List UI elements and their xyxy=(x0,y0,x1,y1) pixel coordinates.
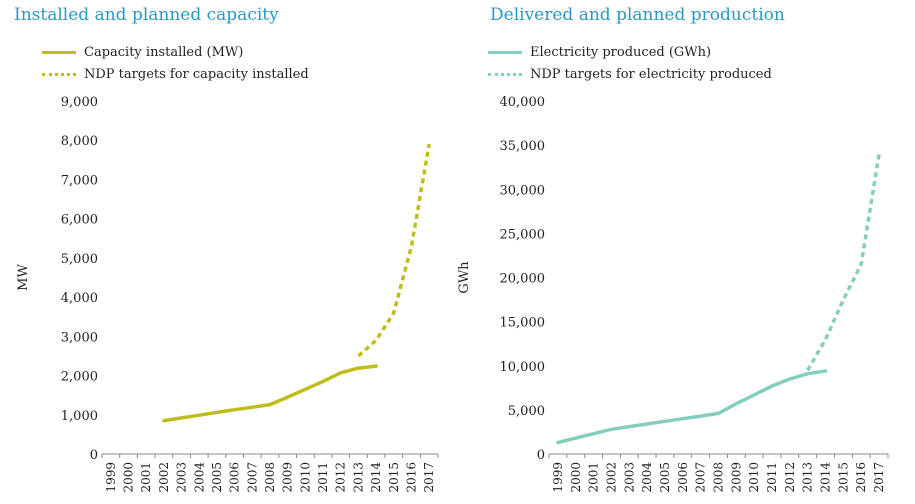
chart-title: Installed and planned capacity xyxy=(14,5,279,25)
line-chart-production: 0 5,000 10,000 15,000 20,000 25,000 30,000 35,0… xyxy=(457,95,889,493)
x-tick-label: 2004 xyxy=(192,462,206,493)
y-tick-label: 4,000 xyxy=(61,291,98,306)
legend-label: NDP targets for capacity installed xyxy=(84,66,309,82)
series-line-target xyxy=(357,143,431,358)
y-tick-label: 8,000 xyxy=(61,134,98,149)
x-tick-label: 2010 xyxy=(747,462,761,493)
x-tick-label: 1999 xyxy=(551,462,565,493)
legend-swatch-dashed xyxy=(488,72,522,76)
x-tick-label: 2001 xyxy=(587,462,601,493)
x-tick-label: 2009 xyxy=(281,462,295,493)
legend-item-capacity-targets: NDP targets for capacity installed xyxy=(42,65,309,83)
legend-swatch-dashed xyxy=(42,72,76,76)
chart-title: Delivered and planned production xyxy=(490,5,785,25)
y-tick-label: 10,000 xyxy=(500,360,546,375)
x-tick-label: 2006 xyxy=(676,462,690,493)
x-tick-label: 2002 xyxy=(604,462,618,493)
x-tick-label: 2000 xyxy=(122,462,136,493)
x-tick-label: 2013 xyxy=(351,462,365,493)
x-tick-label: 2000 xyxy=(569,462,583,493)
line-chart-capacity: 0 1,000 2,000 3,000 4,000 5,000 6,000 7,000 8,00… xyxy=(16,95,439,493)
x-tick-label: 2003 xyxy=(622,462,636,493)
x-tick-label: 1999 xyxy=(104,462,118,493)
x-tick-label: 2007 xyxy=(245,462,259,493)
y-tick-label: 35,000 xyxy=(500,139,546,154)
x-tick-label: 2012 xyxy=(783,462,797,493)
chart-panel-production: Delivered and planned production Electri… xyxy=(455,0,915,504)
y-tick-label: 1,000 xyxy=(61,409,98,424)
legend-label: Electricity produced (GWh) xyxy=(530,44,712,60)
x-tick-label: 2010 xyxy=(298,462,312,493)
x-tick-label: 2011 xyxy=(765,462,779,493)
y-axis-label: MW xyxy=(16,264,31,291)
legend-swatch-solid xyxy=(42,50,76,54)
x-tick-label: 2001 xyxy=(139,462,153,493)
y-tick-label: 9,000 xyxy=(61,95,98,110)
x-tick-label: 2007 xyxy=(694,462,708,493)
x-tick-label: 2014 xyxy=(369,462,383,493)
x-tick-label: 2012 xyxy=(334,462,348,493)
x-tick-label: 2016 xyxy=(404,462,418,493)
legend-swatch-solid xyxy=(488,50,522,54)
x-tick-label: 2004 xyxy=(640,462,654,493)
y-tick-label: 40,000 xyxy=(500,95,546,110)
x-tick-label: 2017 xyxy=(872,462,886,493)
x-tick-label: 2016 xyxy=(854,462,868,493)
legend-item-capacity-installed: Capacity installed (MW) xyxy=(42,43,243,61)
y-tick-label: 0 xyxy=(90,448,98,463)
y-tick-label: 3,000 xyxy=(61,330,98,345)
y-tick-label: 5,000 xyxy=(508,404,545,419)
y-tick-label: 20,000 xyxy=(500,272,546,287)
chart-panel-capacity: Installed and planned capacity Capacity … xyxy=(0,0,455,504)
y-tick-label: 5,000 xyxy=(61,252,98,267)
legend-label: Capacity installed (MW) xyxy=(84,44,244,60)
legend-item-electricity-produced: Electricity produced (GWh) xyxy=(488,43,711,61)
y-tick-label: 6,000 xyxy=(61,213,98,228)
x-tick-label: 2017 xyxy=(422,462,436,493)
x-tick-label: 2013 xyxy=(801,462,815,493)
y-tick-label: 0 xyxy=(537,448,545,463)
x-tick-label: 2008 xyxy=(263,462,277,493)
series-line-actual xyxy=(556,369,828,445)
y-tick-label: 30,000 xyxy=(500,183,546,198)
legend-label: NDP targets for electricity produced xyxy=(530,66,772,82)
x-tick-label: 2002 xyxy=(157,462,171,493)
x-tick-label: 2003 xyxy=(175,462,189,493)
series-line-target xyxy=(806,153,881,372)
y-tick-label: 25,000 xyxy=(500,227,546,242)
x-tick-label: 2008 xyxy=(712,462,726,493)
x-tick-label: 2005 xyxy=(210,462,224,493)
series-line-actual xyxy=(162,364,378,423)
x-tick-label: 2014 xyxy=(819,462,833,493)
x-tick-label: 2011 xyxy=(316,462,330,493)
y-tick-label: 2,000 xyxy=(61,370,98,385)
x-tick-label: 2009 xyxy=(729,462,743,493)
legend-item-electricity-targets: NDP targets for electricity produced xyxy=(488,65,772,83)
y-axis-label: GWh xyxy=(457,261,472,294)
x-tick-label: 2006 xyxy=(228,462,242,493)
x-tick-label: 2005 xyxy=(658,462,672,493)
x-tick-label: 2015 xyxy=(387,462,401,493)
y-tick-label: 7,000 xyxy=(61,173,98,188)
y-tick-label: 15,000 xyxy=(500,316,546,331)
x-tick-label: 2015 xyxy=(836,462,850,493)
